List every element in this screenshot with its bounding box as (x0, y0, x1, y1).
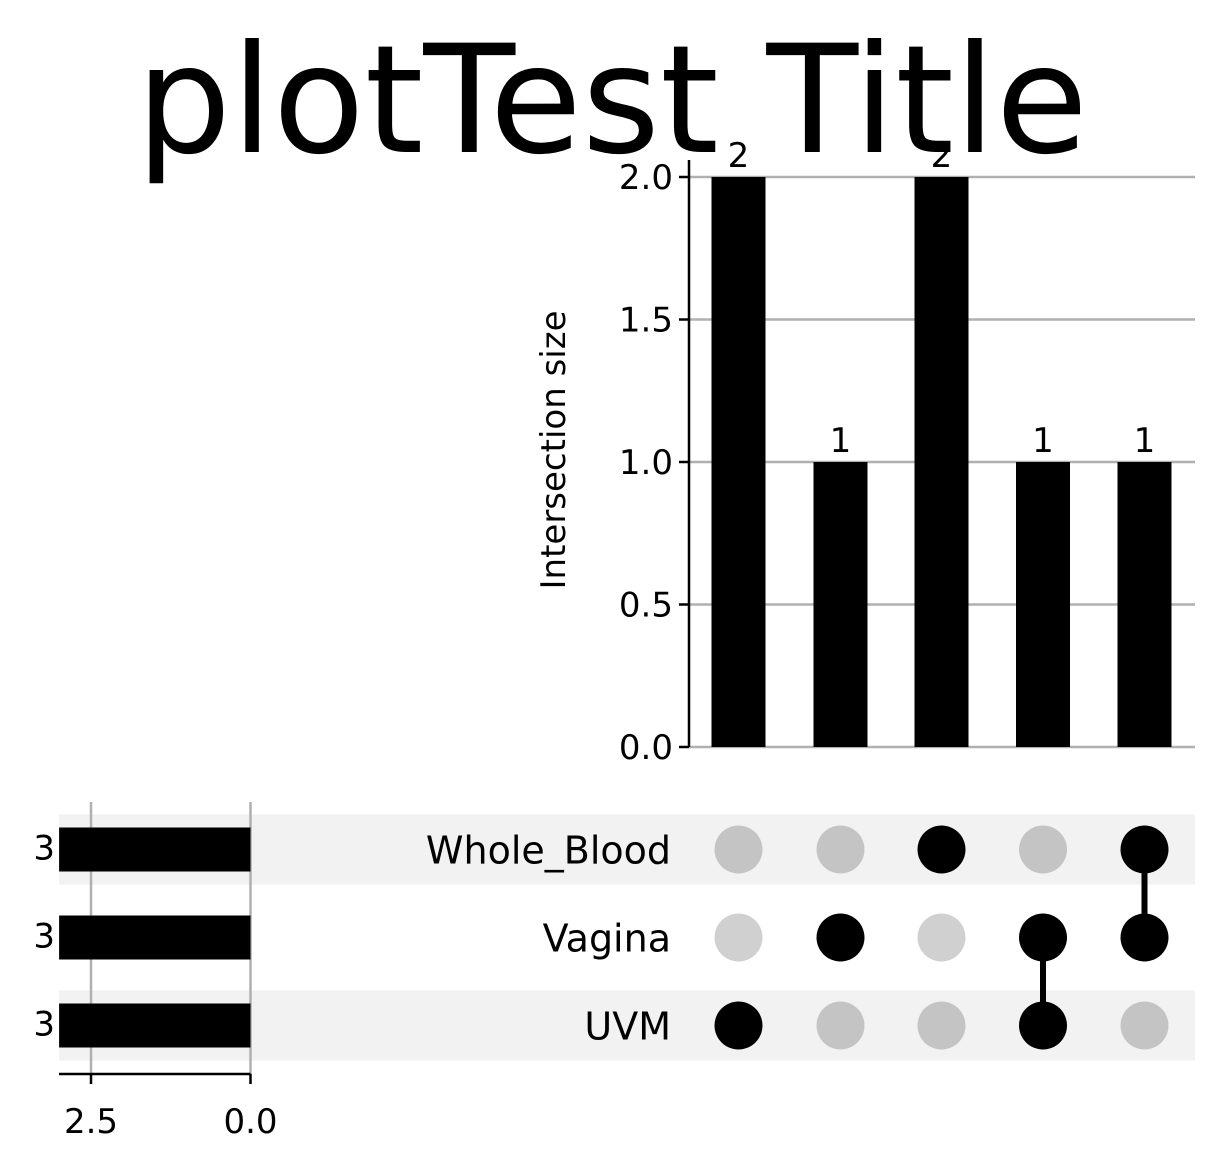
matrix-dot-active (1120, 825, 1169, 874)
matrix-dot-inactive (1019, 825, 1067, 874)
intersection-bar (813, 462, 868, 747)
matrix-dot-active (1019, 1001, 1067, 1050)
matrix-dot-inactive (1120, 1001, 1169, 1050)
chart-text: 2 1 2 1 1 Intersection size Whole_Blood Vagina U… (33, 14, 1155, 1142)
intersection-bar (1117, 462, 1172, 747)
y-tick-label: 0.0 (619, 728, 673, 768)
y-tick-label: 0.5 (619, 586, 673, 626)
set-size-bar (59, 827, 251, 872)
matrix-dot-active (816, 913, 865, 962)
intersection-bars (711, 177, 1172, 747)
matrix-dot-inactive (714, 825, 763, 874)
y-tick-label: 1.5 (619, 301, 673, 341)
set-size-bar (59, 1003, 251, 1048)
matrix-dot-inactive (714, 913, 763, 962)
set-name-label: UVM (584, 1005, 671, 1049)
y-tick-label: 2.0 (619, 158, 673, 198)
chart-title: plotTest Title (136, 14, 1088, 188)
set-name-label: Whole_Blood (426, 829, 671, 873)
bar-value-label: 2 (728, 136, 750, 176)
set-size-bar (59, 915, 251, 960)
matrix-dot-inactive (816, 1001, 865, 1050)
bar-value-label: 1 (1134, 421, 1156, 461)
intersection-bar (1016, 462, 1070, 747)
set-size-x-tick-label: 0.0 (223, 1102, 277, 1142)
matrix-dot-active (714, 1001, 763, 1050)
bar-value-label: 1 (830, 421, 852, 461)
y-axis: 0.0 0.5 1.0 1.5 2.0 (619, 158, 691, 768)
matrix-dot-inactive (917, 1001, 966, 1050)
bar-value-label: 2 (931, 136, 953, 176)
set-size-value-label: 3 (33, 829, 55, 869)
matrix-dot-inactive (917, 913, 966, 962)
y-axis-label: Intersection size (534, 311, 574, 590)
y-tick-label: 1.0 (619, 443, 673, 483)
matrix-dot-active (917, 825, 966, 874)
set-size-value-label: 3 (33, 1005, 55, 1045)
intersection-bar (711, 177, 766, 747)
bar-value-label: 1 (1032, 421, 1054, 461)
set-size-x-tick-label: 2.5 (64, 1102, 118, 1142)
membership-matrix (714, 825, 1169, 1050)
matrix-dot-active (1120, 913, 1169, 962)
matrix-dot-active (1019, 913, 1067, 962)
intersection-bar (914, 177, 969, 747)
set-name-label: Vagina (543, 917, 671, 961)
matrix-dot-inactive (816, 825, 865, 874)
set-size-value-label: 3 (33, 917, 55, 957)
set-size-chart (59, 802, 252, 1084)
